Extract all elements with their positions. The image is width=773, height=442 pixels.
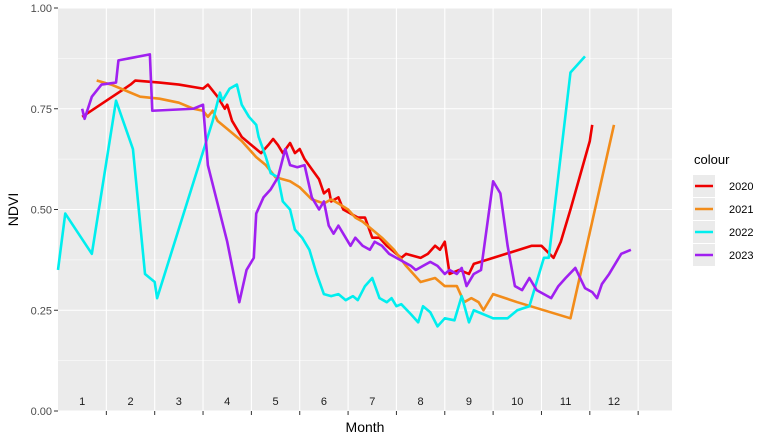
series-line-2023 bbox=[80, 53, 632, 304]
legend-label-2022: 2022 bbox=[729, 227, 753, 239]
month-labels: 1 2 3 4 5 6 7 8 9 10 11 12 bbox=[79, 396, 620, 408]
y-axis-title: NDVI bbox=[5, 193, 21, 226]
month-label: 10 bbox=[511, 396, 523, 408]
month-label: 3 bbox=[176, 396, 182, 408]
legend-items: 2020 2021 2022 2023 bbox=[693, 175, 753, 266]
x-axis-title: Month bbox=[346, 419, 385, 435]
month-label: 5 bbox=[272, 396, 278, 408]
y-tick-label: 0.75 bbox=[31, 104, 52, 116]
month-label: 4 bbox=[224, 396, 230, 408]
month-label: 12 bbox=[608, 396, 620, 408]
month-label: 6 bbox=[321, 396, 327, 408]
month-label: 2 bbox=[127, 396, 133, 408]
x-axis-ticks bbox=[105, 411, 639, 415]
y-tick-label: 0.50 bbox=[31, 205, 52, 217]
legend-label-2023: 2023 bbox=[729, 250, 753, 262]
y-tick-label: 1.00 bbox=[31, 3, 52, 15]
y-axis-ticks: 0.00 0.25 0.50 0.75 1.00 bbox=[31, 3, 58, 418]
month-label: 9 bbox=[466, 396, 472, 408]
y-tick-label: 0.25 bbox=[31, 305, 52, 317]
legend-label-2020: 2020 bbox=[729, 181, 753, 193]
y-tick-label: 0.00 bbox=[31, 406, 52, 418]
legend-title: colour bbox=[694, 152, 730, 167]
series-line-2020 bbox=[81, 79, 594, 276]
legend: colour 2020 2021 2022 2023 bbox=[693, 152, 753, 266]
series-line-2021 bbox=[96, 79, 616, 320]
month-label: 8 bbox=[418, 396, 424, 408]
minor-gridlines bbox=[58, 58, 672, 361]
month-label: 1 bbox=[79, 396, 85, 408]
month-label: 7 bbox=[369, 396, 375, 408]
month-label: 11 bbox=[560, 396, 571, 408]
legend-label-2021: 2021 bbox=[729, 204, 753, 216]
series-line-2022 bbox=[56, 55, 586, 328]
series-lines bbox=[56, 53, 632, 328]
